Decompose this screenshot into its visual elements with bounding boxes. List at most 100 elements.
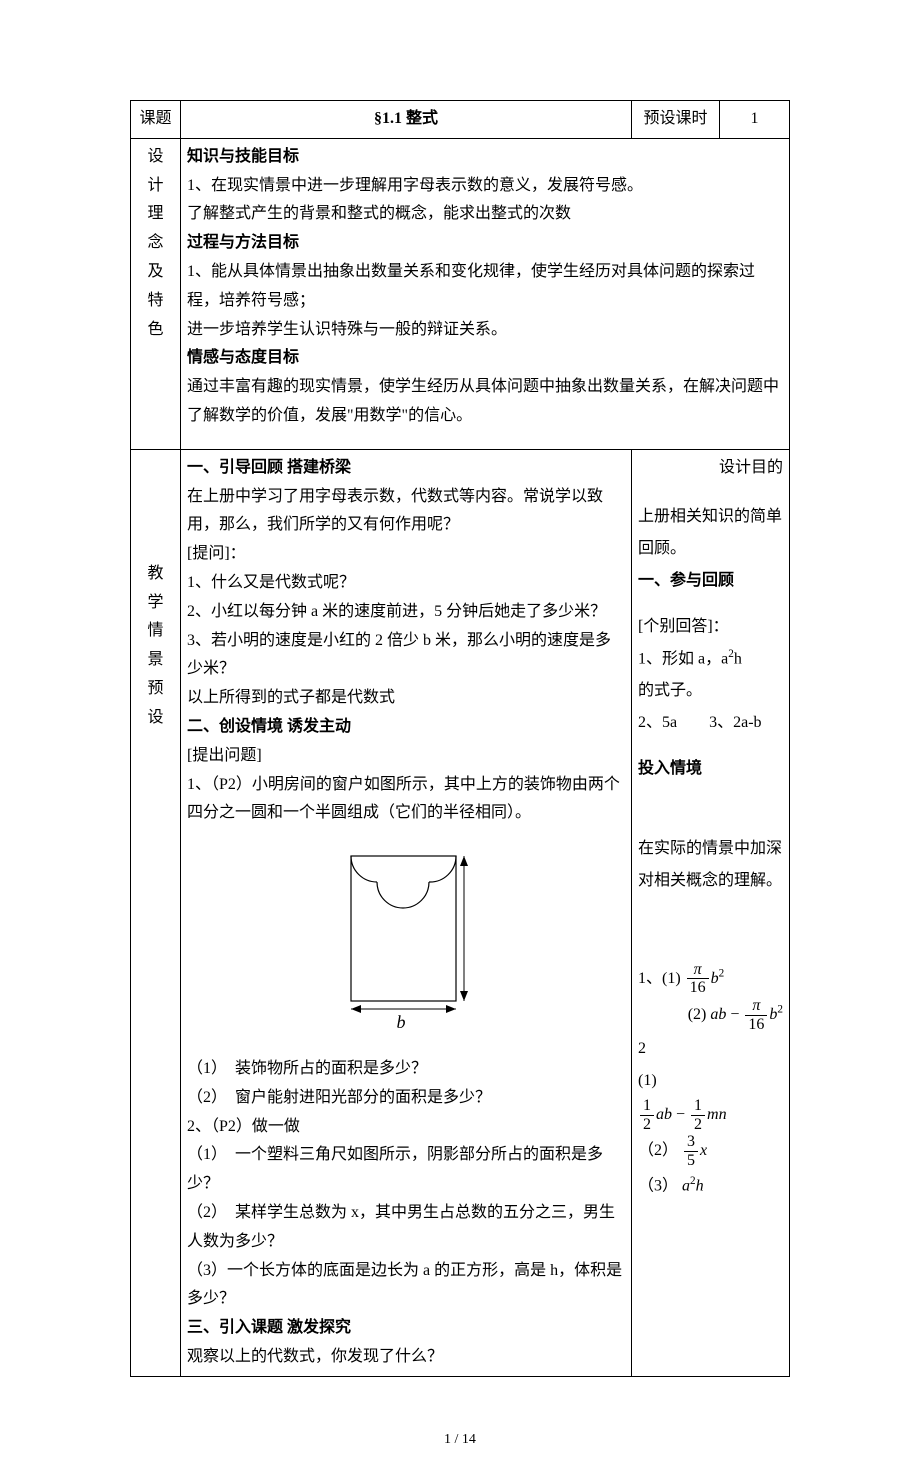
design-p1b: 了解整式产生的背景和整式的概念，能求出整式的次数 (187, 200, 783, 229)
tlc0: 教 (137, 560, 174, 589)
dlc5: 特 (137, 287, 174, 316)
teach-hq: [提问]： (187, 540, 625, 569)
right-m4: （2） 3 5 x (638, 1133, 783, 1169)
teach-sub5: （3）一个长方体的底面是边长为 a 的正方形，高是 h，体积是多少？ (187, 1257, 625, 1315)
teach-label-cell: 教 学 情 景 预 设 (131, 449, 181, 1376)
teach-sub2: （2） 窗户能射进阳光部分的面积是多少？ (187, 1084, 625, 1113)
m5-a: a (682, 1177, 690, 1194)
diagram-b-label: b (397, 1012, 406, 1032)
teach-h3: 三、引入课题 激发探究 (187, 1314, 625, 1343)
lesson-plan-table: 课题 §1.1 整式 预设课时 1 设 计 理 念 及 特 色 知识与技能目标 … (130, 100, 790, 1377)
m3-frac2: 1 2 (691, 1097, 705, 1133)
m1-b: b (711, 970, 719, 987)
dlc2: 理 (137, 200, 174, 229)
m4-num: 3 (684, 1133, 698, 1152)
dlc3: 念 (137, 229, 174, 258)
design-p3: 通过丰富有趣的现实情景，使学生经历从具体问题中抽象出数量关系，在解决问题中了解数… (187, 373, 783, 431)
header-title: §1.1 整式 (374, 110, 438, 127)
teach-h2: 二、创设情境 诱发主动 (187, 713, 625, 742)
right-r8: 2 (638, 1033, 783, 1065)
m4-pre: （2） (638, 1142, 678, 1159)
design-p2b: 进一步培养学生认识特殊与一般的辩证关系。 (187, 316, 783, 345)
design-h2: 过程与方法目标 (187, 229, 783, 258)
dlc1: 计 (137, 172, 174, 201)
right-r5: 2、5a 3、2a-b (638, 707, 783, 739)
teach-q4: 以上所得到的式子都是代数式 (187, 684, 625, 713)
header-col3-label: 预设课时 (643, 110, 707, 127)
m1-pi: π (687, 961, 709, 980)
tlc3: 景 (137, 646, 174, 675)
header-row: 课题 §1.1 整式 预设课时 1 (131, 101, 790, 139)
header-col1-label: 课题 (139, 110, 171, 127)
teach-p2: 2、（P2）做一做 (187, 1113, 625, 1142)
design-row: 设 计 理 念 及 特 色 知识与技能目标 1、在现实情景中进一步理解用字母表示… (131, 138, 790, 449)
design-content-cell: 知识与技能目标 1、在现实情景中进一步理解用字母表示数的意义，发展符号感。 了解… (181, 138, 790, 449)
m3-den1: 2 (640, 1116, 654, 1134)
right-r4b: h (734, 650, 742, 667)
m5-h: h (696, 1177, 704, 1194)
page-number: 1 / 14 (130, 1432, 790, 1448)
teach-left-cell: 一、引导回顾 搭建桥梁 在上册中学习了用字母表示数，代数式等内容。常说学以致用，… (181, 449, 632, 1376)
m3-mn: mn (707, 1106, 727, 1123)
teach-hp: [提出问题] (187, 742, 625, 771)
teach-right-cell: 设计目的 上册相关知识的简单回顾。 一、参与回顾 [个别回答]： 1、形如 a，… (632, 449, 790, 1376)
m3-den2: 2 (691, 1116, 705, 1134)
tlc5: 设 (137, 704, 174, 733)
right-r2: 一、参与回顾 (638, 565, 783, 597)
tlc1: 学 (137, 589, 174, 618)
m3-ab: ab (656, 1106, 672, 1123)
header-title-cell: §1.1 整式 (181, 101, 632, 139)
tlc2: 情 (137, 617, 174, 646)
m1-pre: 1、(1) (638, 970, 685, 987)
design-p2a: 1、能从具体情景出抽象出数量关系和变化规律，使学生经历对具体问题的探索过程，培养… (187, 258, 783, 316)
m3-num1: 1 (640, 1097, 654, 1116)
teach-h1: 一、引导回顾 搭建桥梁 (187, 454, 625, 483)
teach-sub4: （2） 某样学生总数为 x，其中男生占总数的五分之三，男生人数为多少？ (187, 1199, 625, 1257)
teach-sub3: （1） 一个塑料三角尺如图所示，阴影部分所占的面积是多少？ (187, 1141, 625, 1199)
teaching-row: 教 学 情 景 预 设 一、引导回顾 搭建桥梁 在上册中学习了用字母表示数，代数… (131, 449, 790, 1376)
design-h1: 知识与技能目标 (187, 143, 783, 172)
design-p1a: 1、在现实情景中进一步理解用字母表示数的意义，发展符号感。 (187, 172, 783, 201)
header-col1: 课题 (131, 101, 181, 139)
right-r4c: 的式子。 (638, 675, 783, 707)
dlc0: 设 (137, 143, 174, 172)
design-label-cell: 设 计 理 念 及 特 色 (131, 138, 181, 449)
right-r7: 在实际的情景中加深对相关概念的理解。 (638, 833, 783, 897)
m5-pre: （3） (638, 1177, 678, 1194)
right-r6: 投入情境 (638, 753, 783, 785)
right-m3: 1 2 ab − 1 2 mn (638, 1097, 783, 1133)
right-r9: (1) (638, 1065, 783, 1097)
window-diagram-wrap: b (187, 846, 625, 1047)
window-diagram: b (331, 846, 481, 1036)
teach-p3: 观察以上的代数式，你发现了什么？ (187, 1343, 625, 1372)
m2-pi: π (745, 997, 767, 1016)
teach-l1: 在上册中学习了用字母表示数，代数式等内容。常说学以致用，那么，我们所学的又有何作… (187, 483, 625, 541)
header-col4-value: 1 (751, 110, 759, 127)
m1-frac: π 16 (687, 961, 709, 997)
dlc4: 及 (137, 258, 174, 287)
header-col4: 1 (720, 101, 790, 139)
teach-q2: 2、小红以每分钟 a 米的速度前进，5 分钟后她走了多少米？ (187, 598, 625, 627)
dlc6: 色 (137, 316, 174, 345)
teach-p1: 1、（P2）小明房间的窗户如图所示，其中上方的装饰物由两个四分之一圆和一个半圆组… (187, 771, 625, 829)
right-r4a: 1、形如 a，a (638, 650, 728, 667)
right-r4: 1、形如 a，a2h (638, 643, 783, 675)
teach-sub1: （1） 装饰物所占的面积是多少？ (187, 1055, 625, 1084)
m4-frac: 3 5 (684, 1133, 698, 1169)
m2-ab: ab (710, 1006, 726, 1023)
m1-den: 16 (687, 979, 709, 997)
design-h3: 情感与态度目标 (187, 344, 783, 373)
m2-pre: (2) (688, 1006, 711, 1023)
teach-q3: 3、若小明的速度是小红的 2 倍少 b 米，那么小明的速度是多少米？ (187, 627, 625, 685)
right-r3: [个别回答]： (638, 611, 783, 643)
tlc4: 预 (137, 675, 174, 704)
m4-x: x (700, 1142, 707, 1159)
m2-frac: π 16 (745, 997, 767, 1033)
right-r1: 上册相关知识的简单回顾。 (638, 501, 783, 565)
header-col3: 预设课时 (632, 101, 720, 139)
right-m5: （3） a2h (638, 1170, 783, 1202)
teach-q1: 1、什么又是代数式呢？ (187, 569, 625, 598)
right-m2: (2) ab − π 16 b2 (638, 997, 783, 1033)
m2-den: 16 (745, 1016, 767, 1034)
m3-frac1: 1 2 (640, 1097, 654, 1133)
